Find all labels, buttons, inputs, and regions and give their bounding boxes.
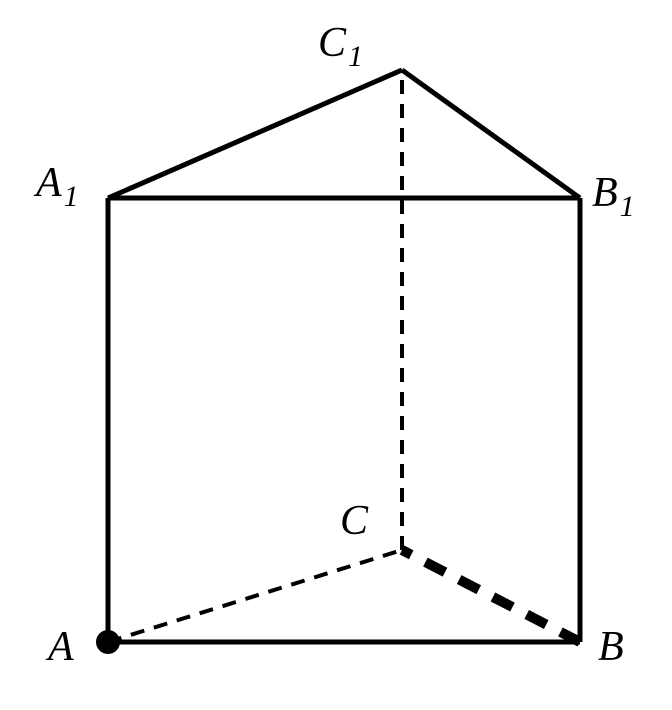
label-C: C	[340, 498, 369, 544]
label-B1: B1	[592, 170, 635, 223]
triangular-prism-diagram: A B C A1 B1 C1	[0, 0, 672, 710]
prism-edges	[108, 70, 580, 642]
label-B: B	[598, 624, 624, 670]
edge-B-C	[402, 550, 580, 642]
prism-vertex-markers	[96, 630, 120, 654]
edge-A1-C1	[108, 70, 402, 198]
edge-A-C	[108, 550, 402, 642]
edge-B1-C1	[402, 70, 580, 198]
vertex-dot-A	[96, 630, 120, 654]
label-A1: A1	[33, 160, 79, 213]
label-C1: C1	[318, 20, 363, 73]
label-A: A	[45, 624, 74, 670]
prism-labels: A B C A1 B1 C1	[33, 20, 635, 670]
